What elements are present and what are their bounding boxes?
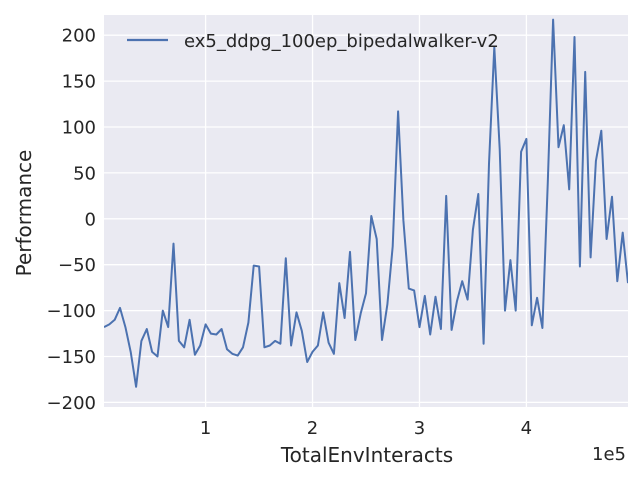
legend: ex5_ddpg_100ep_bipedalwalker-v2 bbox=[127, 31, 499, 52]
x-tick-label: 4 bbox=[521, 418, 532, 439]
y-tick-label: −200 bbox=[47, 393, 96, 414]
y-tick-label: 0 bbox=[85, 209, 96, 230]
y-tick-label: 200 bbox=[62, 26, 96, 47]
x-tick-label: 2 bbox=[307, 418, 318, 439]
y-axis-label: Performance bbox=[12, 150, 36, 277]
legend-label: ex5_ddpg_100ep_bipedalwalker-v2 bbox=[184, 31, 499, 52]
x-tick-label: 3 bbox=[414, 418, 425, 439]
series-line bbox=[104, 18, 628, 388]
x-tick-labels: 1 2 3 4 bbox=[200, 418, 532, 439]
x-tick-label: 1 bbox=[200, 418, 211, 439]
x-axis-label: TotalEnvInteracts bbox=[280, 443, 453, 467]
y-tick-labels: −200 −150 −100 −50 0 50 100 150 200 bbox=[47, 26, 96, 414]
y-tick-label: −100 bbox=[47, 301, 96, 322]
x-axis-offset-label: 1e5 bbox=[592, 444, 626, 465]
y-tick-label: 150 bbox=[62, 72, 96, 93]
y-tick-label: 50 bbox=[73, 163, 96, 184]
y-tick-label: −150 bbox=[47, 347, 96, 368]
y-tick-label: −50 bbox=[58, 255, 96, 276]
grid bbox=[104, 15, 628, 407]
plot-background bbox=[104, 15, 628, 407]
y-tick-label: 100 bbox=[62, 118, 96, 139]
series-layer bbox=[104, 18, 628, 388]
